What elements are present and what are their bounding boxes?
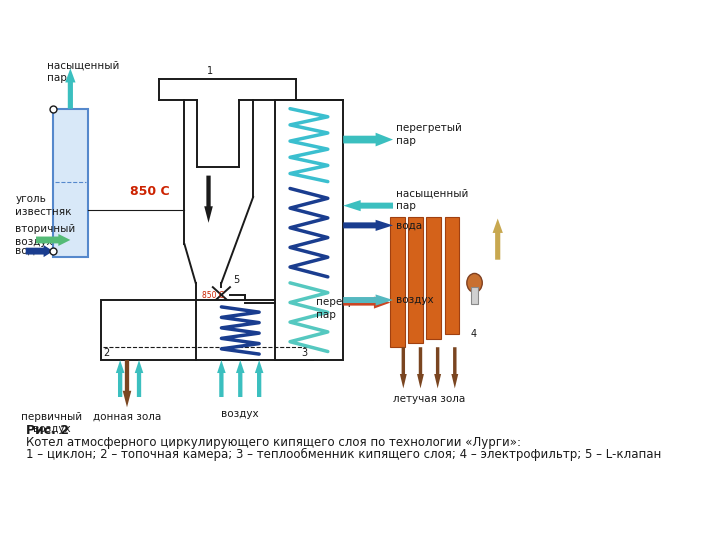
Text: донная зола: донная зола [93, 411, 161, 422]
Text: перегретый
пар: перегретый пар [397, 123, 462, 146]
Text: воздух: воздух [397, 295, 434, 305]
Text: насыщенный
пар: насыщенный пар [48, 60, 120, 83]
Polygon shape [492, 219, 503, 260]
Polygon shape [236, 360, 245, 397]
Text: 850 C: 850 C [130, 185, 170, 198]
Polygon shape [66, 69, 76, 109]
Bar [274, 100, 343, 360]
Polygon shape [343, 133, 393, 146]
Polygon shape [343, 296, 390, 309]
Bar [471, 287, 478, 305]
Ellipse shape [467, 273, 482, 292]
Bar [390, 217, 405, 347]
Text: первичный
воздух: первичный воздух [21, 411, 82, 434]
Polygon shape [343, 220, 393, 231]
Polygon shape [255, 360, 264, 397]
Bar [408, 217, 423, 343]
Polygon shape [26, 245, 53, 257]
Text: Котел атмосферного циркулирующего кипящего слоя по технологии «Лурги»:: Котел атмосферного циркулирующего кипяще… [26, 436, 521, 449]
Text: 1: 1 [207, 66, 213, 76]
Bar [444, 217, 459, 334]
Polygon shape [451, 347, 458, 388]
Polygon shape [343, 200, 393, 211]
Polygon shape [116, 360, 125, 397]
Bar [53, 109, 88, 257]
Bar [102, 300, 313, 360]
Polygon shape [36, 234, 71, 246]
Text: летучая зола: летучая зола [393, 394, 465, 404]
Text: вторичный
воздух: вторичный воздух [15, 225, 76, 247]
Text: 2: 2 [103, 348, 109, 357]
Polygon shape [217, 360, 225, 397]
Text: Рис. 2: Рис. 2 [26, 424, 68, 437]
Text: воздух: воздух [222, 409, 259, 419]
Polygon shape [434, 347, 441, 388]
Polygon shape [204, 176, 213, 223]
Polygon shape [400, 347, 407, 388]
Text: насыщенный
пар: насыщенный пар [397, 188, 469, 211]
Polygon shape [122, 360, 131, 407]
Polygon shape [135, 360, 143, 397]
Polygon shape [417, 347, 424, 388]
Text: уголь
известняк: уголь известняк [15, 194, 72, 217]
Polygon shape [343, 294, 393, 306]
Bar [426, 217, 441, 339]
Text: вода: вода [15, 246, 42, 256]
Text: перегретый
пар: перегретый пар [316, 298, 382, 320]
Text: 1 – циклон; 2 – топочная камера; 3 – теплообменник кипящего слоя; 4 – электрофил: 1 – циклон; 2 – топочная камера; 3 – теп… [26, 448, 661, 461]
Text: 3: 3 [301, 348, 307, 357]
Text: 5: 5 [233, 275, 239, 285]
Text: 4: 4 [470, 329, 477, 339]
Text: вода: вода [397, 220, 423, 231]
Text: 850 C: 850 C [202, 291, 224, 300]
